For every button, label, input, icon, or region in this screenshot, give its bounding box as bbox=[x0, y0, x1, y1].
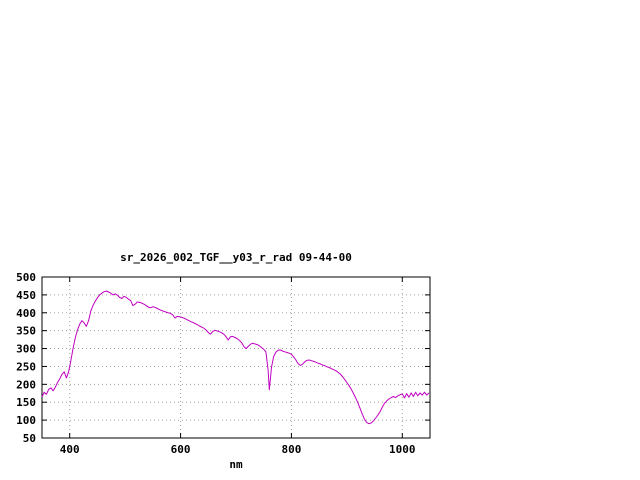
x-axis-label: nm bbox=[229, 458, 243, 471]
chart-title: sr_2026_002_TGF__y03_r_rad 09-44-00 bbox=[120, 251, 352, 264]
svg-text:800: 800 bbox=[281, 443, 301, 456]
svg-text:200: 200 bbox=[16, 378, 36, 391]
svg-text:500: 500 bbox=[16, 271, 36, 284]
svg-text:1000: 1000 bbox=[389, 443, 416, 456]
svg-text:400: 400 bbox=[60, 443, 80, 456]
svg-text:100: 100 bbox=[16, 414, 36, 427]
svg-text:50: 50 bbox=[23, 432, 36, 445]
svg-text:450: 450 bbox=[16, 289, 36, 302]
svg-text:400: 400 bbox=[16, 307, 36, 320]
svg-text:350: 350 bbox=[16, 325, 36, 338]
svg-text:300: 300 bbox=[16, 343, 36, 356]
svg-text:250: 250 bbox=[16, 360, 36, 373]
svg-text:600: 600 bbox=[171, 443, 191, 456]
svg-text:150: 150 bbox=[16, 396, 36, 409]
